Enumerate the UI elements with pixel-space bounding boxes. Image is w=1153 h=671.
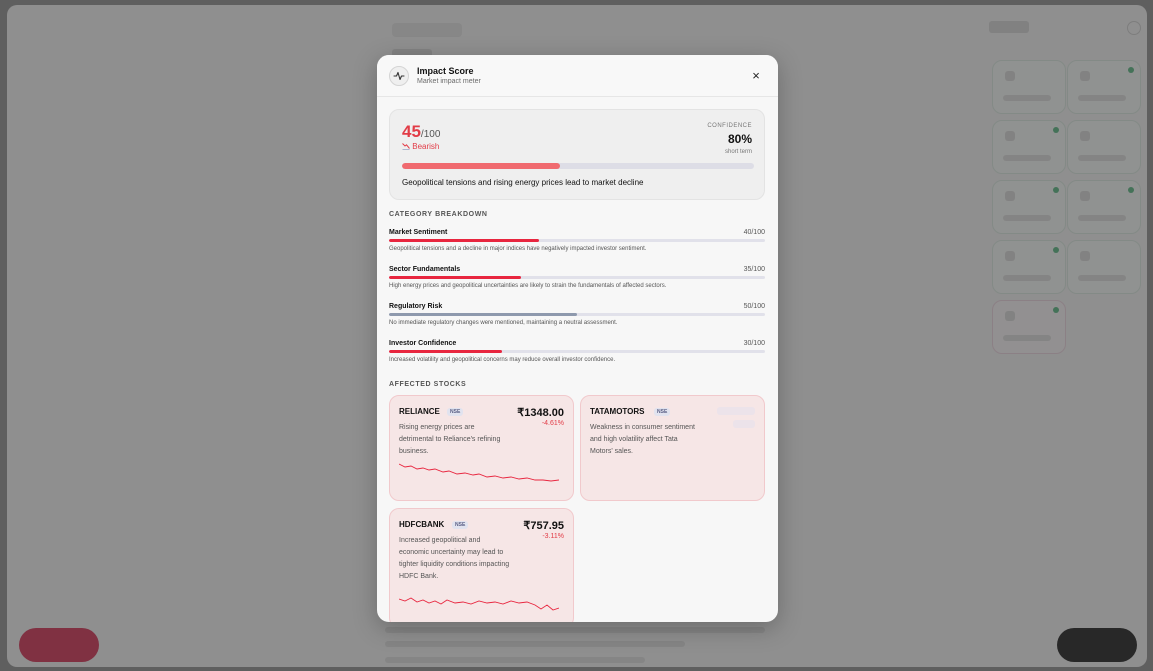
category-description: High energy prices and geopolitical unce… (389, 283, 667, 289)
category-row: Regulatory Risk 50/100 No immediate regu… (389, 303, 765, 335)
category-score: 50/100 (743, 303, 765, 310)
category-score: 30/100 (743, 340, 765, 347)
category-name: Regulatory Risk (389, 303, 443, 310)
modal-body[interactable]: 45/100 Bearish CONFIDENCE 80% short term… (377, 98, 778, 622)
stock-card-reliance[interactable]: RELIANCE NSE ₹1348.00 -4.61% Rising ener… (389, 395, 574, 501)
category-progress-bar (389, 276, 765, 279)
category-description: No immediate regulatory changes were men… (389, 320, 618, 326)
impact-score-modal: Impact Score Market impact meter × 45/10… (377, 55, 778, 622)
category-row: Sector Fundamentals 35/100 High energy p… (389, 266, 765, 298)
category-name: Sector Fundamentals (389, 266, 461, 273)
stock-symbol: HDFCBANK (399, 520, 445, 529)
stock-price: ₹757.95 (523, 520, 564, 532)
modal-subtitle: Market impact meter (417, 78, 481, 85)
category-row: Investor Confidence 30/100 Increased vol… (389, 340, 765, 372)
exchange-badge: NSE (452, 521, 469, 529)
sentiment-text: Bearish (412, 142, 440, 151)
score-progress-bar (402, 163, 754, 169)
category-name: Investor Confidence (389, 340, 457, 347)
affected-stocks-title: AFFECTED STOCKS (389, 381, 467, 388)
price-loading-placeholder (717, 407, 755, 415)
stock-change: -4.61% (541, 420, 564, 427)
category-breakdown-title: CATEGORY BREAKDOWN (389, 211, 488, 218)
impact-score: 45/100 (402, 122, 440, 142)
category-description: Geopolitical tensions and a decline in m… (389, 246, 647, 252)
score-card: 45/100 Bearish CONFIDENCE 80% short term… (389, 109, 765, 200)
stock-sparkline (399, 463, 559, 482)
confidence-value: 80% (727, 132, 752, 146)
category-progress-bar (389, 239, 765, 242)
category-name: Market Sentiment (389, 229, 448, 236)
score-summary: Geopolitical tensions and rising energy … (402, 178, 644, 187)
category-score: 35/100 (743, 266, 765, 273)
confidence-term: short term (724, 149, 752, 155)
stock-price: ₹1348.00 (517, 407, 564, 419)
category-progress-bar (389, 350, 765, 353)
impact-score-value: 45 (402, 122, 421, 141)
stock-description: Rising energy prices are detrimental to … (399, 424, 501, 455)
stock-description: Increased geopolitical and economic unce… (399, 537, 510, 580)
stock-sparkline (399, 597, 559, 611)
category-row: Market Sentiment 40/100 Geopolitical ten… (389, 229, 765, 261)
category-progress-fill (389, 239, 540, 242)
modal-header: Impact Score Market impact meter × (377, 55, 778, 97)
category-progress-fill (389, 276, 521, 279)
stock-symbol: RELIANCE (399, 407, 440, 416)
bearish-chart-icon (402, 143, 410, 150)
category-progress-fill (389, 313, 577, 316)
modal-title: Impact Score (417, 66, 474, 76)
stock-description: Weakness in consumer sentiment and high … (590, 424, 695, 455)
close-button[interactable]: × (752, 68, 760, 83)
confidence-label: CONFIDENCE (707, 123, 752, 129)
sentiment-label: Bearish (402, 142, 439, 151)
change-loading-placeholder (733, 420, 755, 428)
stock-card-hdfcbank[interactable]: HDFCBANK NSE ₹757.95 -3.11% Increased ge… (389, 508, 574, 622)
category-progress-fill (389, 350, 502, 353)
exchange-badge: NSE (654, 408, 671, 416)
activity-icon (389, 66, 409, 86)
category-description: Increased volatility and geopolitical co… (389, 357, 616, 363)
score-progress-fill (402, 163, 561, 169)
impact-score-max: /100 (420, 129, 441, 140)
category-progress-bar (389, 313, 765, 316)
category-score: 40/100 (743, 229, 765, 236)
exchange-badge: NSE (447, 408, 464, 416)
stock-change: -3.11% (542, 533, 564, 540)
stock-symbol: TATAMOTORS (590, 407, 645, 416)
stock-card-tatamotors[interactable]: TATAMOTORS NSE Weakness in consumer sent… (580, 395, 765, 501)
